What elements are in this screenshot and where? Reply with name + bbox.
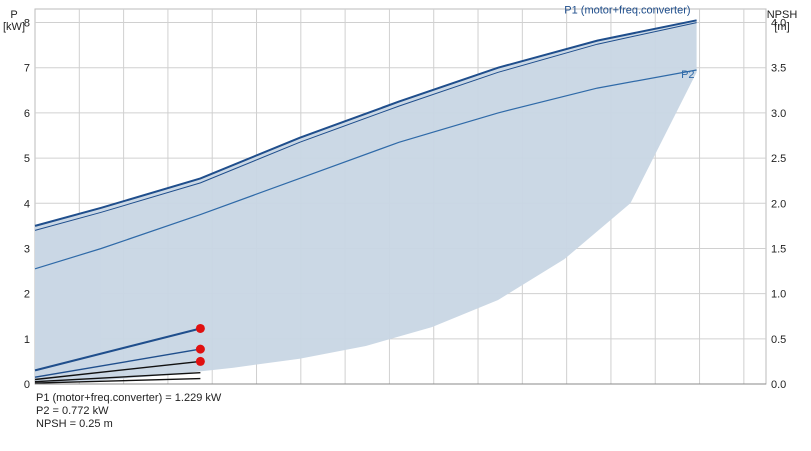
operating-point-marker xyxy=(195,356,205,366)
y-tick-label-right: 1.0 xyxy=(771,289,786,301)
operating-curve xyxy=(34,377,201,384)
y-tick-label-right: 2.0 xyxy=(771,198,786,210)
y-tick-label-left: 7 xyxy=(24,63,30,75)
readout-npsh: NPSH = 0.25 m xyxy=(36,418,113,430)
y-tick-label-left: 5 xyxy=(24,153,30,165)
series-p2-line xyxy=(34,69,697,270)
y-axis-unit-right: [m] xyxy=(774,21,789,33)
y-tick-label-left: 1 xyxy=(24,334,30,346)
y-axis-title-left: P xyxy=(10,9,17,21)
operating-curve xyxy=(34,372,201,383)
y-tick-label-right: 1.5 xyxy=(771,243,786,255)
y-tick-label-right: 2.5 xyxy=(771,153,786,165)
series-p1-lower-line xyxy=(34,22,697,231)
y-tick-label-left: 8 xyxy=(24,18,30,30)
y-tick-label-left: 2 xyxy=(24,289,30,301)
series-p1-line xyxy=(34,19,697,227)
operating-range-band xyxy=(35,20,697,384)
y-tick-label-left: 4 xyxy=(24,198,30,210)
readout-p2: P2 = 0.772 kW xyxy=(36,405,109,417)
y-tick-label-right: 4.0 xyxy=(771,18,786,30)
series-label-p1: P1 (motor+freq.converter) xyxy=(564,4,690,16)
operating-point-marker xyxy=(195,344,205,354)
series-label-p2: P2 xyxy=(681,69,694,81)
y-tick-label-right: 0.5 xyxy=(771,334,786,346)
y-tick-label-left: 3 xyxy=(24,243,30,255)
y-tick-label-right: 0.0 xyxy=(771,379,786,391)
operating-point-marker xyxy=(195,323,205,333)
y-axis-title-right: NPSH xyxy=(767,9,798,21)
readout-p1: P1 (motor+freq.converter) = 1.229 kW xyxy=(36,392,222,404)
operating-curve xyxy=(34,327,201,372)
y-tick-label-left: 0 xyxy=(24,379,30,391)
y-tick-label-right: 3.0 xyxy=(771,108,786,120)
y-tick-label-right: 3.5 xyxy=(771,63,786,75)
operating-curve xyxy=(34,360,201,381)
operating-curve xyxy=(34,348,201,378)
y-axis-unit-left: [kW] xyxy=(3,21,25,33)
y-tick-label-left: 6 xyxy=(24,108,30,120)
